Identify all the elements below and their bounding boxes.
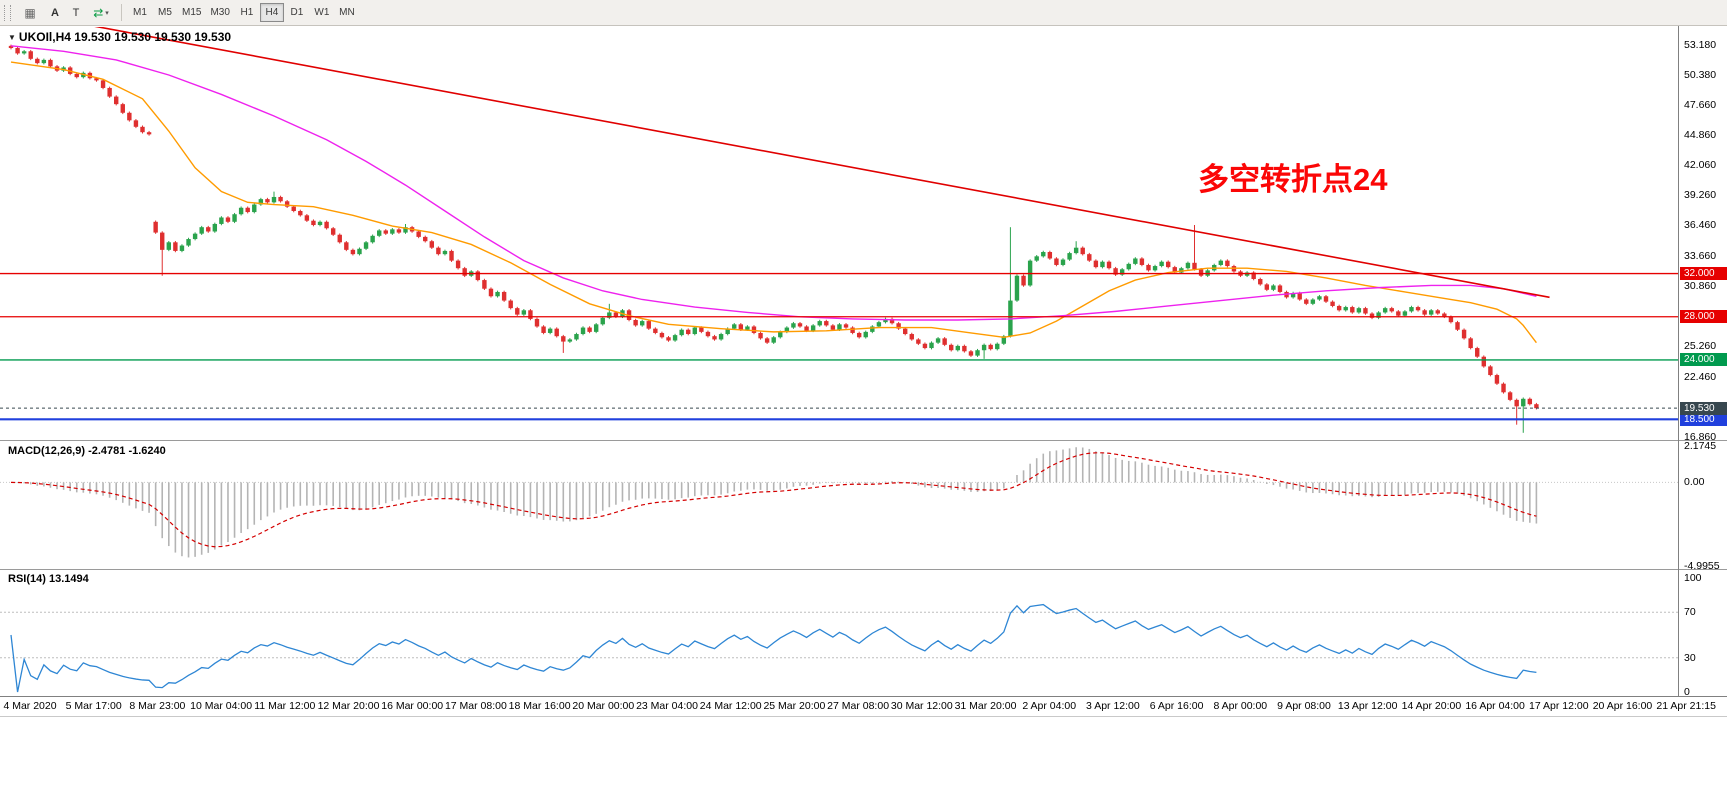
time-axis-label: 25 Mar 20:00 — [763, 700, 826, 712]
rsi-tick-label: 70 — [1684, 606, 1696, 619]
time-axis-label: 30 Mar 12:00 — [890, 700, 953, 712]
time-axis-label: 14 Apr 20:00 — [1401, 700, 1462, 712]
current-price-tag: 19.530 — [1680, 401, 1727, 415]
price-tick-label: 16.860 — [1684, 431, 1717, 443]
time-axis-label: 4 Mar 2020 — [3, 700, 57, 712]
time-axis-label: 9 Apr 08:00 — [1277, 700, 1331, 712]
timeframe-h1-button[interactable]: H1 — [235, 3, 259, 22]
ma-slow-line — [10, 45, 1537, 321]
price-panel — [0, 27, 1678, 433]
time-axis-label: 20 Mar 00:00 — [572, 700, 635, 712]
price-tick-label: 30.860 — [1684, 279, 1717, 292]
time-axis-label: 16 Mar 00:00 — [381, 700, 444, 712]
rsi-tick-label: 30 — [1684, 651, 1696, 664]
timeframe-d1-button[interactable]: D1 — [285, 3, 309, 22]
symbol-info: ▼ UKOIl,H4 19.530 19.530 19.530 19.530 — [8, 30, 231, 44]
time-axis-label: 6 Apr 16:00 — [1149, 700, 1204, 712]
timeframe-m30-button[interactable]: M30 — [206, 3, 233, 22]
macd-label: MACD(12,26,9) -2.4781 -1.6240 — [8, 445, 166, 457]
time-axis-label: 18 Mar 16:00 — [508, 700, 571, 712]
rsi-tick-label: 0 — [1684, 686, 1690, 698]
timeframe-m15-button[interactable]: M15 — [178, 3, 205, 22]
time-axis-label: 17 Mar 08:00 — [444, 700, 507, 712]
new-chart-button[interactable]: ▦ — [16, 2, 44, 24]
time-axis-label: 8 Mar 23:00 — [129, 700, 186, 712]
price-tick-label: 22.460 — [1684, 370, 1717, 383]
timeframe-m5-button[interactable]: M5 — [153, 3, 177, 22]
rsi-line — [10, 603, 1537, 693]
chevron-down-icon: ▾ — [105, 9, 109, 17]
dropdown-arrow-icon: ▼ — [8, 33, 16, 42]
macd-tick-label: -4.9955 — [1684, 560, 1720, 572]
time-axis-label: 27 Mar 08:00 — [827, 700, 890, 712]
time-axis-label: 8 Apr 00:00 — [1213, 700, 1268, 712]
rsi-label: RSI(14) 13.1494 — [8, 573, 89, 585]
price-line-tag-32.000: 32.000 — [1680, 267, 1727, 281]
time-axis-label: 21 Apr 21:15 — [1656, 700, 1716, 712]
time-axis-label: 11 Mar 12:00 — [254, 700, 316, 712]
price-tick-label: 25.260 — [1684, 340, 1717, 353]
chart-grid-icon: ▦ — [24, 5, 36, 20]
price-tick-label: 42.060 — [1684, 159, 1717, 172]
macd-tick-label: 0.00 — [1684, 476, 1705, 489]
price-tick-label: 36.460 — [1684, 219, 1717, 232]
time-axis-label: 31 Mar 20:00 — [954, 700, 1017, 712]
price-line-tag-18.500: 18.500 — [1680, 412, 1727, 426]
price-tick-label: 53.180 — [1684, 39, 1717, 51]
time-axis-label: 17 Apr 12:00 — [1529, 700, 1589, 712]
toolbar-grip[interactable] — [4, 4, 11, 21]
price-line-tag-24.000: 24.000 — [1680, 353, 1727, 367]
time-axis-label: 23 Mar 04:00 — [636, 700, 698, 712]
trendline — [94, 27, 1550, 299]
toolbar-separator — [121, 4, 122, 21]
text-tool-button[interactable]: T — [66, 3, 86, 23]
time-axis-label: 24 Mar 12:00 — [699, 700, 762, 712]
macd-tick-label: 2.1745 — [1684, 440, 1717, 452]
price-tick-label: 33.660 — [1684, 249, 1717, 262]
price-line-tag-28.000: 28.000 — [1680, 310, 1727, 324]
price-tick-label: 50.380 — [1684, 69, 1717, 82]
ma-fast-line — [10, 61, 1537, 344]
profiles-button[interactable]: ⇄ ▾ — [87, 2, 115, 24]
time-axis-label: 16 Apr 04:00 — [1465, 700, 1525, 712]
time-axis-label: 5 Mar 17:00 — [65, 700, 122, 712]
timeframe-buttons: M1 M5 M15 M30 H1 H4 D1 W1 MN — [128, 3, 359, 22]
timeframe-h4-button[interactable]: H4 — [259, 3, 284, 22]
price-tick-label: 39.260 — [1684, 189, 1717, 202]
arrow-tool-button[interactable]: A — [45, 3, 65, 23]
time-axis-label: 20 Apr 16:00 — [1592, 700, 1653, 712]
rsi-tick-label: 100 — [1684, 572, 1702, 584]
time-axis-label: 3 Apr 12:00 — [1086, 700, 1140, 712]
time-axis-label: 10 Mar 04:00 — [190, 700, 253, 712]
timeframe-mn-button[interactable]: MN — [335, 3, 359, 22]
chart-annotation[interactable]: 多空转折点24 — [1198, 162, 1388, 197]
main-toolbar: ▦ A T ⇄ ▾ M1 M5 M15 M30 H1 H4 D1 W1 MN — [0, 0, 1727, 26]
symbol-ohlc-text: UKOIl,H4 19.530 19.530 19.530 19.530 — [18, 30, 232, 44]
macd-signal-line — [10, 452, 1537, 548]
time-axis-label: 2 Apr 04:00 — [1022, 700, 1077, 712]
timeframe-m1-button[interactable]: M1 — [128, 3, 152, 22]
timeframe-w1-button[interactable]: W1 — [310, 3, 334, 22]
time-axis-label: 13 Apr 12:00 — [1337, 700, 1398, 712]
time-axis-label: 12 Mar 20:00 — [317, 700, 380, 712]
cycle-arrows-icon: ⇄ — [93, 5, 104, 20]
price-tick-label: 44.860 — [1684, 128, 1717, 141]
time-axis: 4 Mar 2020 5 Mar 17:00 8 Mar 23:00 10 Mar 0… — [0, 697, 1727, 717]
price-tick-label: 47.660 — [1684, 98, 1717, 111]
